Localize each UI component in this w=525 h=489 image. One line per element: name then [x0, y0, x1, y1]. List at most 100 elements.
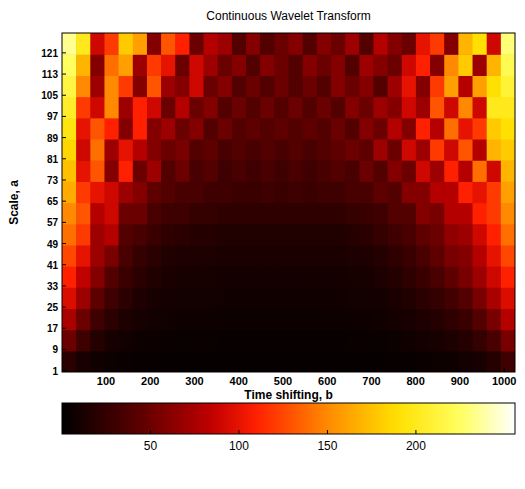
y-tick-label: 89 — [47, 133, 59, 144]
heat-cell — [303, 118, 318, 140]
heat-cell — [161, 33, 176, 55]
heat-cell — [345, 139, 360, 161]
heat-cell — [175, 351, 190, 372]
heat-cell — [161, 139, 176, 161]
heat-cell — [232, 97, 247, 119]
heat-cell — [345, 203, 360, 225]
heat-cell — [119, 351, 134, 372]
heat-cell — [303, 75, 318, 97]
heat-cell — [260, 308, 275, 330]
heat-cell — [345, 287, 360, 309]
heat-cell — [161, 287, 176, 309]
heat-cell — [189, 203, 204, 225]
heat-cell — [473, 330, 488, 352]
heat-cell — [289, 203, 304, 225]
heat-cell — [246, 224, 261, 246]
heat-cell — [90, 118, 105, 140]
heat-cell — [189, 75, 204, 97]
heat-cell — [416, 224, 431, 246]
heat-cell — [260, 139, 275, 161]
heat-cell — [317, 351, 332, 372]
heat-cell — [444, 224, 459, 246]
heat-cell — [204, 75, 219, 97]
heat-cell — [317, 181, 332, 203]
heat-cell — [345, 75, 360, 97]
heat-cell — [62, 224, 77, 246]
heat-cell — [317, 224, 332, 246]
heat-cell — [161, 75, 176, 97]
heat-cell — [218, 351, 233, 372]
heat-cell — [90, 308, 105, 330]
heat-cell — [232, 118, 247, 140]
heat-cell — [317, 118, 332, 140]
heat-cell — [76, 287, 91, 309]
heat-cell — [218, 181, 233, 203]
plot-frame — [62, 33, 515, 372]
heat-cell — [119, 54, 134, 76]
heat-cell — [62, 266, 77, 288]
y-tick-label: 65 — [47, 196, 59, 207]
heat-cell — [487, 351, 502, 372]
heat-cell — [402, 33, 417, 55]
y-tick — [62, 243, 66, 244]
heat-cell — [189, 139, 204, 161]
heat-cell — [373, 33, 388, 55]
heat-cell — [90, 75, 105, 97]
heat-cell — [430, 351, 445, 372]
heat-cell — [119, 160, 134, 182]
x-tick-label: 600 — [318, 375, 336, 387]
y-tick-label: 73 — [47, 175, 59, 186]
heat-cell — [402, 224, 417, 246]
heat-cell — [402, 351, 417, 372]
heat-cell — [487, 75, 502, 97]
heat-cell — [444, 266, 459, 288]
heat-cell — [104, 287, 119, 309]
heat-cell — [402, 118, 417, 140]
heat-cell — [317, 308, 332, 330]
heat-cell — [501, 266, 515, 288]
heat-cell — [416, 160, 431, 182]
heat-cell — [119, 139, 134, 161]
heat-cell — [473, 118, 488, 140]
heat-cell — [260, 203, 275, 225]
heat-cell — [402, 139, 417, 161]
heat-cell — [246, 351, 261, 372]
heat-cell — [90, 203, 105, 225]
heat-cell — [62, 330, 77, 352]
heat-cell — [133, 181, 148, 203]
heat-cell — [430, 97, 445, 119]
heat-cell — [189, 330, 204, 352]
heat-cell — [76, 308, 91, 330]
heat-cell — [204, 160, 219, 182]
heat-cell — [147, 75, 162, 97]
heat-cell — [274, 351, 289, 372]
heat-cell — [246, 181, 261, 203]
heat-cell — [90, 54, 105, 76]
heat-cell — [147, 203, 162, 225]
colorbar-tick-label: 50 — [144, 439, 158, 453]
heat-cell — [303, 139, 318, 161]
heat-cell — [90, 224, 105, 246]
heat-cell — [232, 75, 247, 97]
heat-cell — [104, 351, 119, 372]
heat-cell — [501, 308, 515, 330]
heat-cell — [119, 33, 134, 55]
heat-cell — [331, 33, 346, 55]
heat-cell — [487, 160, 502, 182]
heat-cell — [289, 54, 304, 76]
heat-cell — [473, 245, 488, 267]
heat-cell — [204, 203, 219, 225]
heat-cell — [473, 203, 488, 225]
heat-cell — [388, 139, 403, 161]
heat-cell — [62, 33, 77, 55]
heat-cell — [246, 33, 261, 55]
heat-cell — [289, 97, 304, 119]
heat-cell — [133, 160, 148, 182]
heat-cell — [274, 118, 289, 140]
heat-cell — [444, 160, 459, 182]
heat-cell — [444, 118, 459, 140]
colorbar-tick — [327, 430, 328, 434]
heat-cell — [232, 308, 247, 330]
heat-cell — [133, 33, 148, 55]
y-tick-label: 105 — [41, 90, 58, 101]
